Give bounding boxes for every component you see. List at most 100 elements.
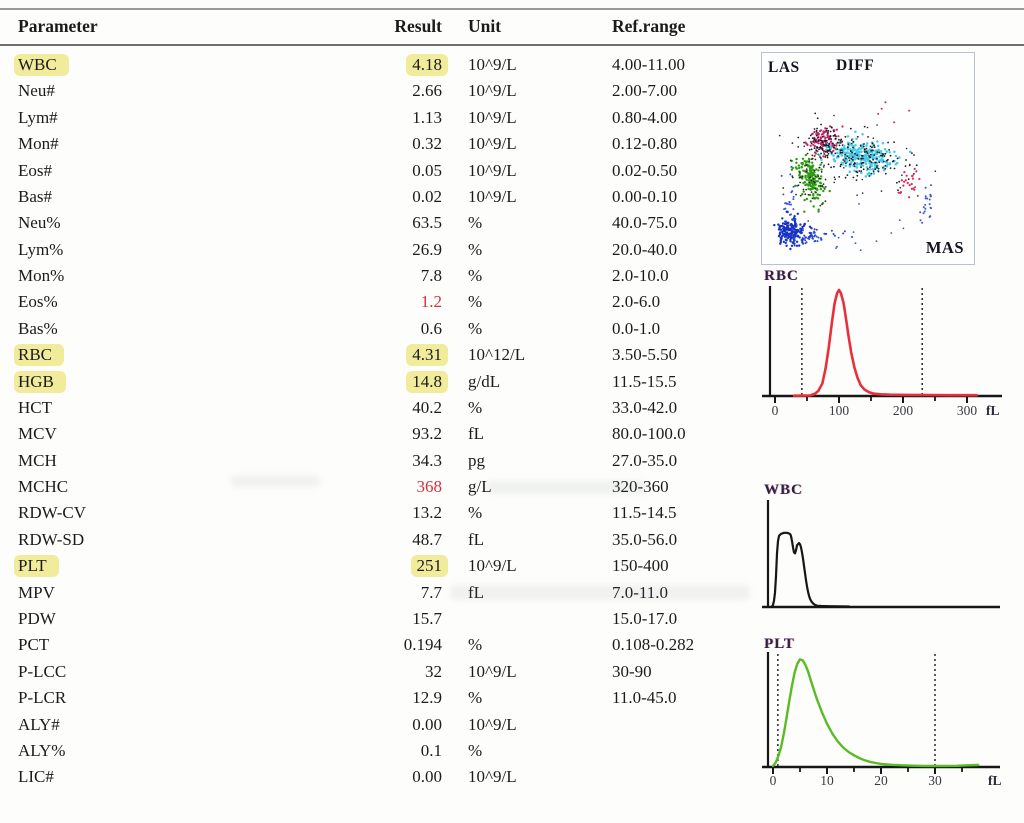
table-row: Eos% 1.2% 2.0-6.0 — [0, 289, 745, 315]
reference-range: 2.0-10.0 — [612, 266, 669, 286]
parameter-name: P-LCC — [18, 661, 67, 681]
reference-range: 4.00-11.00 — [612, 55, 686, 74]
unit-label: 10^9/L — [468, 556, 517, 576]
unit-label: % — [468, 213, 483, 233]
table-row: PLT 251 10^9/L 150-400 — [0, 553, 745, 579]
diff-scattergram-svg — [773, 101, 937, 252]
result-value: 4.31 — [352, 342, 448, 368]
result-value: 34.3 — [412, 450, 442, 470]
parameter-name: Eos% — [18, 292, 58, 312]
table-row: Bas# 0.02 10^9/L 0.00-0.10 — [0, 184, 745, 210]
unit-label: 10^12/L — [468, 345, 526, 365]
reference-range: 150-400 — [612, 556, 669, 576]
parameter-name: Lym% — [18, 239, 64, 259]
svg-text:20: 20 — [874, 773, 888, 788]
scan-smudge — [450, 585, 750, 600]
histogram-curve — [771, 658, 980, 768]
parameter-name: HGB — [14, 369, 66, 395]
result-value: 93.2 — [412, 424, 442, 444]
reference-range: 0.0-1.0 — [612, 318, 661, 338]
reference-range: 2.0-6.0 — [612, 292, 661, 312]
result-value: 2.66 — [412, 81, 442, 101]
result-value: 26.9 — [412, 239, 442, 259]
reference-range: 7.0-11.0 — [612, 582, 669, 602]
parameter-name: Lym# — [18, 107, 58, 127]
diff-scattergram: LAS DIFF MAS — [761, 52, 975, 265]
parameter-name: MCHC — [18, 477, 69, 497]
result-value: 40.2 — [412, 397, 442, 417]
parameter-name: MCV — [18, 424, 57, 444]
reference-range: 15.0-17.0 — [612, 608, 678, 628]
parameter-name: Neu% — [18, 213, 61, 233]
scatter-label-las: LAS — [768, 59, 800, 76]
result-value: 48.7 — [412, 529, 442, 549]
reference-range: 3.50-5.50 — [612, 345, 678, 365]
parameter-name: Mon% — [18, 266, 65, 286]
parameter-name: HCT — [18, 397, 52, 417]
table-row: MCV 93.2 fL 80.0-100.0 — [0, 421, 745, 447]
unit-label: % — [468, 503, 483, 523]
table-header: Parameter Result Unit Ref.range — [0, 16, 1024, 42]
parameter-name: Mon# — [18, 134, 59, 154]
svg-text:100: 100 — [829, 403, 850, 418]
unit-label: 10^9/L — [468, 661, 517, 681]
table-row: P-LCR 12.9% 11.0-45.0 — [0, 685, 745, 711]
table-row: PDW 15.7 15.0-17.0 — [0, 606, 745, 632]
result-value: 7.8 — [420, 266, 442, 286]
table-row: RBC 4.31 10^12/L 3.50-5.50 — [0, 342, 745, 368]
unit-label: g/L — [468, 477, 492, 497]
svg-text:0: 0 — [772, 403, 779, 418]
unit-label: 10^9/L — [468, 134, 517, 154]
column-header-unit: Unit — [468, 16, 502, 36]
unit-label: % — [468, 239, 483, 259]
unit-label: % — [468, 635, 483, 655]
table-row: Mon# 0.32 10^9/L 0.12-0.80 — [0, 131, 745, 157]
result-value: 0.32 — [412, 134, 442, 154]
unit-label: pg — [468, 450, 485, 470]
parameter-name: WBC — [14, 52, 69, 78]
plt-histogram: 0 10 20 30 fL PLT — [752, 632, 1020, 797]
table-row: ALY# 0.00 10^9/L — [0, 712, 745, 738]
parameter-name: Eos# — [18, 160, 52, 180]
reference-range: 0.80-4.00 — [612, 107, 678, 127]
parameter-name: RDW-CV — [18, 503, 86, 523]
wbc-histogram-svg — [762, 500, 1000, 609]
histogram-curve — [792, 288, 978, 397]
unit-label: 10^9/L — [468, 767, 517, 787]
table-row: RDW-CV 13.2% 11.5-14.5 — [0, 500, 745, 526]
unit-label: 10^9/L — [468, 714, 517, 734]
reference-range: 40.0-75.0 — [612, 213, 678, 233]
parameter-name: MPV — [18, 582, 55, 602]
reference-range: 27.0-35.0 — [612, 450, 678, 470]
table-row: Mon% 7.8% 2.0-10.0 — [0, 263, 745, 289]
reference-range: 2.00-7.00 — [612, 81, 678, 101]
result-value: 32 — [425, 661, 442, 681]
result-value: 0.00 — [412, 767, 442, 787]
table-row: MCHC 368 g/L 320-360 — [0, 474, 745, 500]
reference-range: 33.0-42.0 — [612, 397, 678, 417]
result-value: 14.8 — [352, 369, 448, 395]
parameter-name: PCT — [18, 635, 50, 655]
unit-label: % — [468, 318, 483, 338]
svg-text:200: 200 — [893, 403, 914, 418]
result-value: 368 — [416, 477, 443, 497]
table-row: HCT 40.2% 33.0-42.0 — [0, 395, 745, 421]
svg-text:10: 10 — [820, 773, 834, 788]
reference-range: 0.02-0.50 — [612, 160, 678, 180]
parameter-name: Neu# — [18, 81, 55, 101]
parameter-name: RDW-SD — [18, 529, 85, 549]
parameter-name: ALY# — [18, 714, 60, 734]
unit-label: 10^9/L — [468, 160, 517, 180]
reference-range: 80.0-100.0 — [612, 424, 686, 444]
reference-range: 30-90 — [612, 661, 652, 681]
scatter-label-diff: DIFF — [836, 57, 875, 74]
table-row: Eos# 0.05 10^9/L 0.02-0.50 — [0, 158, 745, 184]
x-axis-unit: fL — [986, 403, 1000, 418]
unit-label: fL — [468, 529, 485, 549]
result-value: 0.6 — [420, 318, 442, 338]
unit-label: 10^9/L — [468, 186, 517, 206]
parameter-name: PDW — [18, 608, 56, 628]
plt-histogram-svg: 0 10 20 30 fL — [762, 652, 1002, 788]
unit-label: % — [468, 397, 483, 417]
parameter-name: MCH — [18, 450, 57, 470]
